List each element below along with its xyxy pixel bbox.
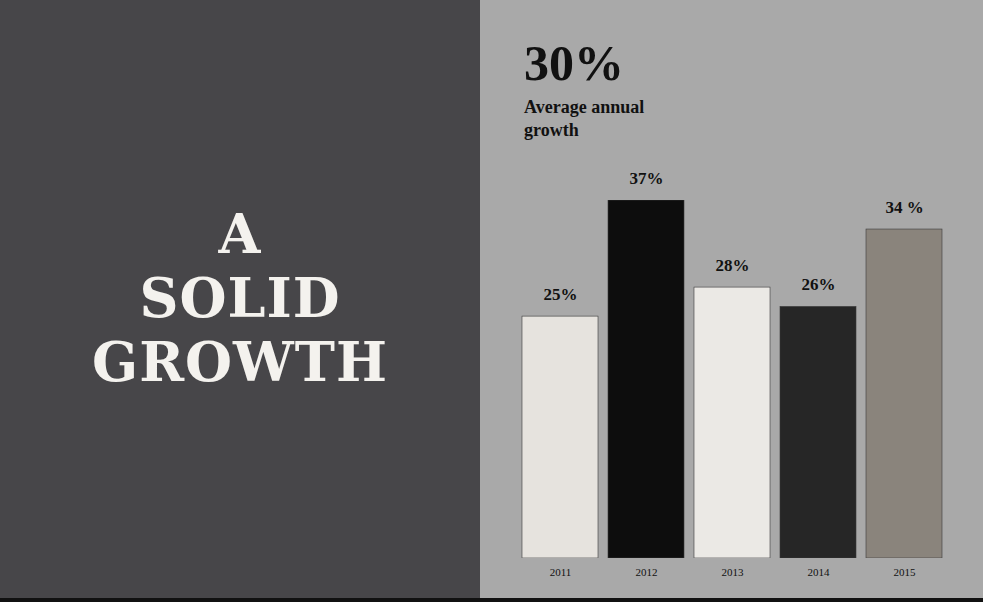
svg-text:2015: 2015 bbox=[894, 566, 917, 578]
html-text:GROWTH: GROWTH bbox=[92, 329, 388, 394]
svg-text:2014: 2014 bbox=[808, 566, 831, 578]
svg-text:26%: 26% bbox=[802, 275, 836, 294]
svg-text:25%: 25% bbox=[544, 285, 578, 304]
html-text:Average annual growth: Average annual growth bbox=[524, 97, 645, 140]
html-text:SOLID: SOLID bbox=[139, 266, 341, 331]
svg-text:37%: 37% bbox=[630, 169, 664, 188]
svg-text:28%: 28% bbox=[716, 256, 750, 275]
html-text:A: A bbox=[218, 202, 262, 267]
html-text:30%: 30% bbox=[524, 35, 624, 91]
svg-text:34 %: 34 % bbox=[885, 198, 923, 217]
svg-text:2012: 2012 bbox=[636, 566, 658, 578]
svg-text:2013: 2013 bbox=[722, 566, 745, 578]
svg-text:2011: 2011 bbox=[550, 566, 572, 578]
